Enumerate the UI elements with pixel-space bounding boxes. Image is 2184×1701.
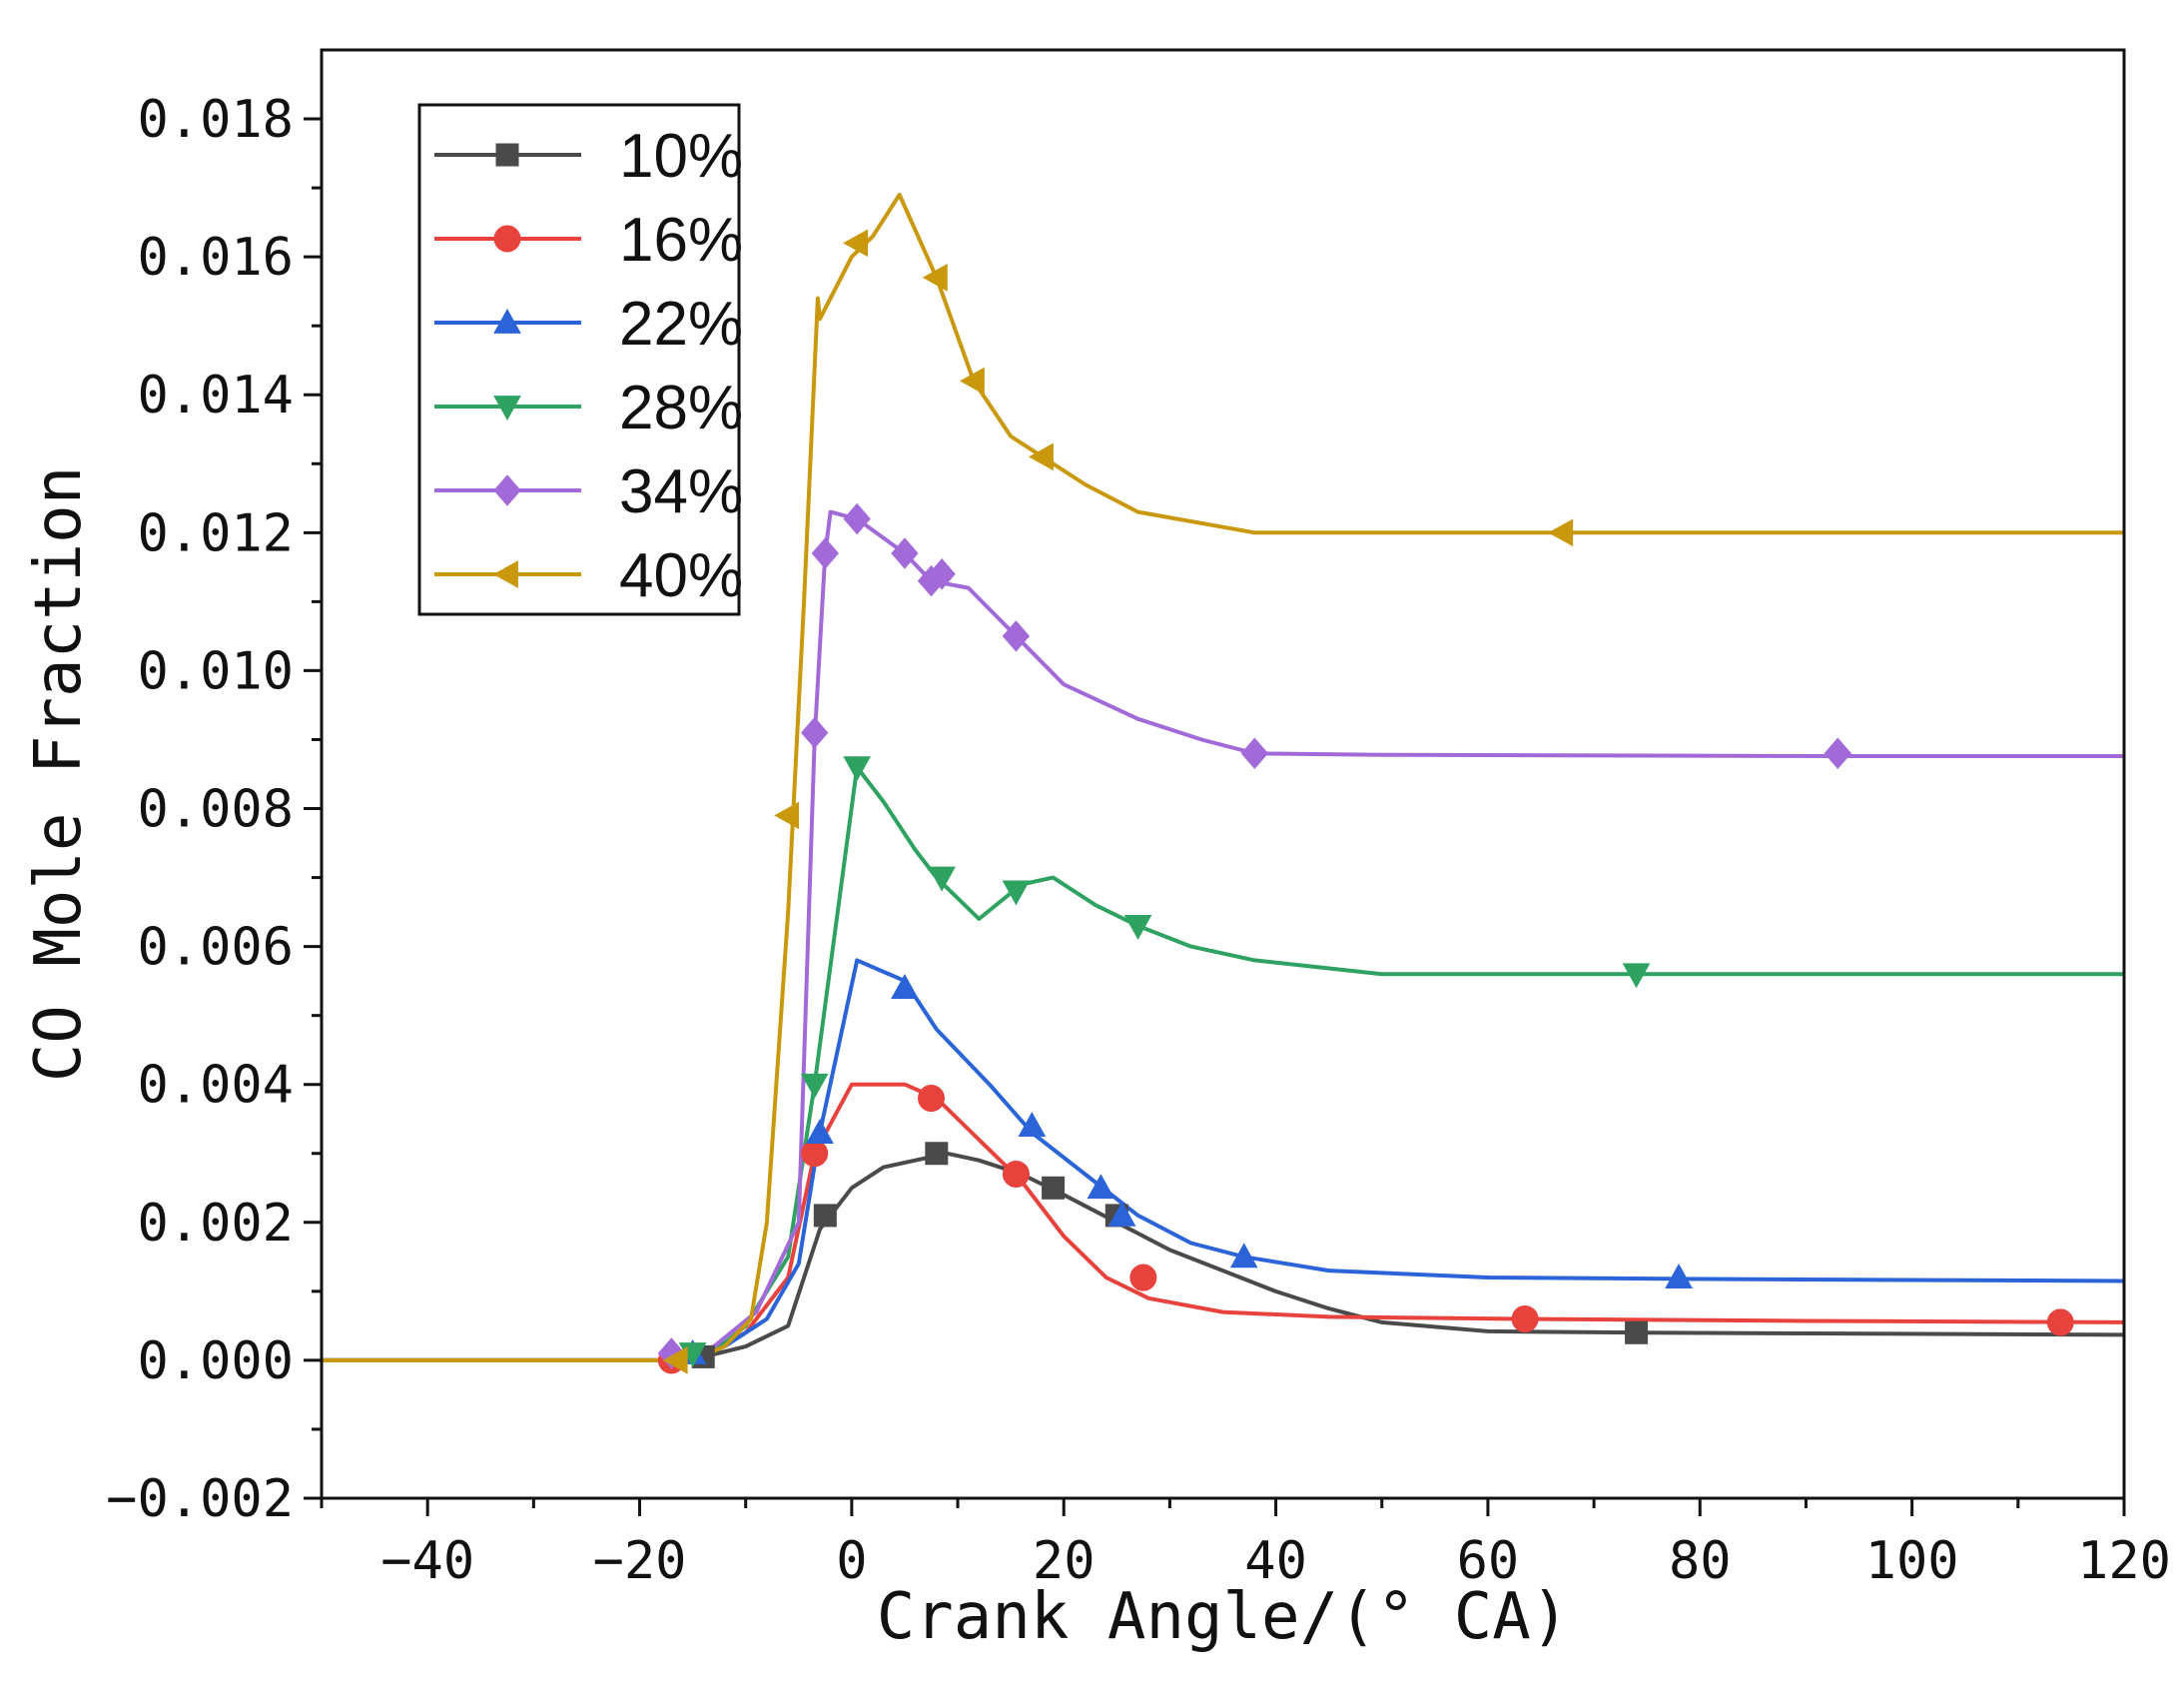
legend-label: 34% (619, 457, 743, 526)
y-axis-title: CO Mole Fraction (22, 466, 96, 1083)
y-tick-label: 0.004 (137, 1056, 294, 1116)
data-point (1548, 518, 1574, 547)
data-point (1042, 1176, 1066, 1200)
y-tick-label: 0.000 (137, 1331, 294, 1391)
data-point (1229, 1243, 1258, 1269)
data-point (959, 367, 985, 396)
x-tick-label: 100 (1865, 1531, 1959, 1591)
data-point (1625, 1320, 1649, 1344)
data-point (1129, 1264, 1157, 1291)
series-line-3 (322, 765, 2124, 1362)
data-point (801, 1140, 829, 1168)
data-point (801, 716, 829, 749)
data-point (1511, 1304, 1539, 1332)
plot-frame (320, 48, 2126, 1500)
legend-box (417, 103, 741, 616)
legend: 10% 16% 22% 28% 34% 40% (417, 103, 743, 616)
x-tick-label: 60 (1457, 1531, 1520, 1591)
data-point (891, 974, 919, 999)
legend-marker (493, 308, 521, 334)
data-point (1240, 737, 1269, 770)
legend-marker (495, 143, 519, 167)
legend-marker (493, 396, 521, 422)
data-point (813, 1204, 837, 1228)
data-point (1002, 620, 1031, 652)
y-tick-label: 0.006 (137, 918, 294, 978)
data-point (928, 557, 956, 590)
legend-label: 22% (619, 290, 743, 359)
x-tick-label: −20 (593, 1531, 687, 1591)
y-tick-label: 0.012 (137, 503, 294, 563)
series-line-5 (322, 193, 2124, 1362)
data-point (1087, 1174, 1115, 1200)
series-line-4 (322, 509, 2124, 1362)
legend-label: 28% (619, 374, 743, 442)
x-tick-label: 20 (1033, 1531, 1095, 1591)
x-tick-label: 120 (2077, 1531, 2171, 1591)
data-point (2046, 1308, 2074, 1336)
y-tick-label: 0.010 (137, 641, 294, 701)
plot-lines (322, 193, 2125, 1362)
series-line-0 (322, 1151, 2125, 1362)
data-point (800, 1073, 829, 1099)
data-point (774, 801, 800, 830)
data-point (1665, 1264, 1693, 1288)
y-tick-label: 0.018 (137, 90, 294, 150)
data-point (843, 756, 872, 782)
legend-label: 40% (619, 541, 743, 610)
data-point (1018, 1112, 1047, 1138)
data-point (811, 537, 839, 569)
data-point (806, 1119, 834, 1144)
data-point (1002, 880, 1031, 906)
legend-marker (493, 225, 521, 253)
x-tick-label: 40 (1244, 1531, 1307, 1591)
data-point (1107, 1201, 1136, 1227)
data-point (922, 264, 948, 292)
axes: −40 −20 0 20 40 60 80 100 120 −0.002 0.000 0.002 0.0… (106, 90, 2171, 1591)
data-point (1028, 442, 1054, 471)
data-point (843, 229, 869, 258)
x-tick-label: 80 (1669, 1531, 1732, 1591)
legend-marker (492, 560, 518, 588)
legend-label: 16% (619, 206, 743, 275)
data-point (925, 1142, 949, 1166)
data-point (918, 1085, 946, 1113)
data-point (928, 866, 956, 892)
series-line-2 (322, 958, 2125, 1362)
data-point (891, 537, 919, 569)
data-point (1002, 1160, 1030, 1188)
data-point (1622, 963, 1651, 989)
legend-marker (493, 474, 521, 506)
x-tick-label: 0 (836, 1531, 867, 1591)
data-point (1123, 915, 1152, 940)
y-tick-label: 0.014 (137, 366, 294, 425)
y-tick-label: 0.016 (137, 228, 294, 288)
x-axis-title: Crank Angle/(° CA) (877, 1580, 1570, 1654)
series-line-1 (322, 1082, 2125, 1362)
data-point (1823, 737, 1851, 770)
y-tick-label: 0.008 (137, 780, 294, 840)
legend-label: 10% (619, 122, 743, 191)
x-tick-label: −40 (380, 1531, 474, 1591)
y-tick-label: −0.002 (106, 1469, 294, 1529)
data-point (662, 1346, 688, 1374)
plot-markers (657, 229, 2074, 1374)
data-point (843, 502, 871, 535)
y-tick-label: 0.002 (137, 1194, 294, 1254)
